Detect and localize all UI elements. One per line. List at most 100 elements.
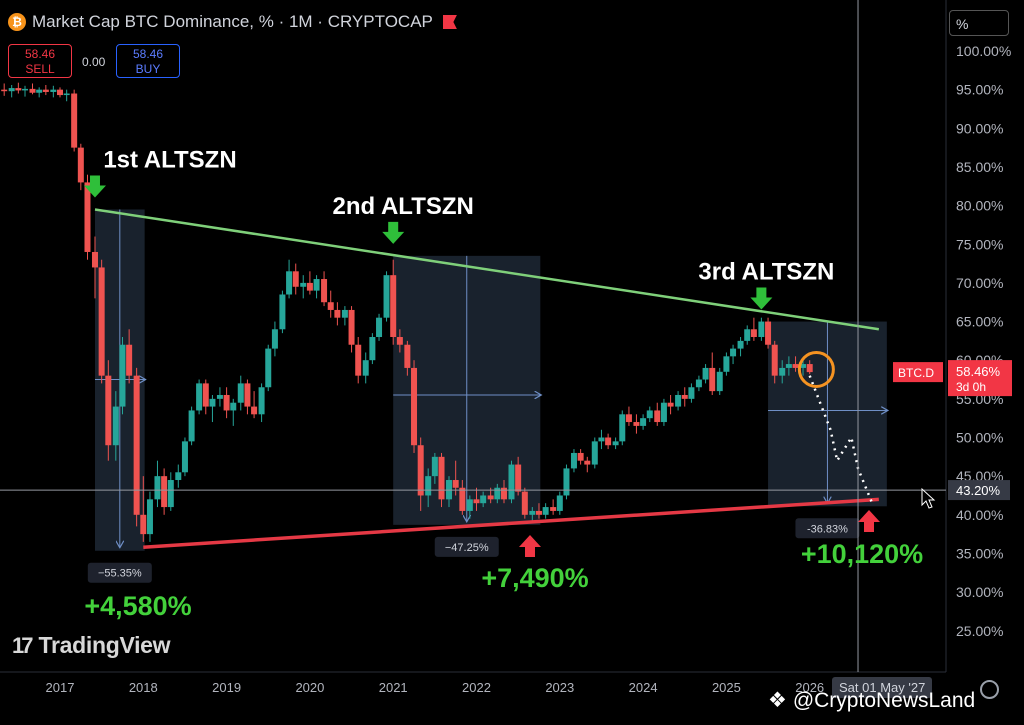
candle-body: [438, 456, 445, 500]
candle-body: [675, 394, 682, 407]
candle-body: [251, 406, 258, 415]
sell-label: SELL: [25, 62, 55, 76]
candle-body: [640, 418, 647, 426]
candle-body: [84, 182, 91, 252]
candle-body: [119, 344, 126, 407]
candle-body: [758, 321, 765, 338]
settings-icon[interactable]: [980, 680, 999, 699]
candle-body: [785, 364, 792, 368]
price-tag-countdown: 3d 0h: [956, 380, 986, 394]
season-label-2: 2nd ALTSZN: [333, 193, 474, 220]
candle-body: [800, 364, 807, 368]
zone-pct-label-bg-3: [795, 518, 860, 539]
candle-body: [271, 329, 278, 349]
candle-body: [556, 495, 563, 511]
y-tick-label: 95.00%: [956, 82, 1003, 98]
candle-body: [508, 464, 515, 500]
candle-body: [633, 422, 640, 426]
candle-body: [619, 414, 626, 442]
candle-body: [36, 89, 43, 93]
candle-body: [202, 383, 209, 407]
candle-body: [688, 387, 695, 399]
candle-body: [702, 367, 709, 380]
candle-body: [265, 348, 272, 388]
candle-body: [779, 367, 786, 376]
candle-body: [750, 329, 757, 338]
sell-button[interactable]: 58.46 SELL: [8, 44, 72, 78]
candle-body: [411, 367, 418, 446]
candle-body: [570, 452, 577, 469]
zone-pct-label-bg-1: [87, 562, 152, 583]
gain-label-1: +4,580%: [84, 591, 191, 621]
price-tag-bg: [948, 360, 1012, 397]
lower-trendline[interactable]: [143, 497, 879, 550]
price-tag-value: 58.46%: [956, 364, 1001, 379]
flag-icon[interactable]: [442, 15, 457, 29]
binance-icon: ❖: [768, 689, 787, 712]
x-tick-label: 2026: [795, 680, 824, 695]
gain-label-2: +7,490%: [481, 563, 588, 593]
candle-body: [459, 487, 466, 511]
candle-body: [431, 456, 438, 477]
candle-body: [737, 340, 744, 349]
x-tick-label: 2024: [629, 680, 658, 695]
upper-trendline[interactable]: [94, 208, 880, 331]
candle-body: [348, 309, 355, 345]
watermark-text: @CryptoNewsLand: [792, 688, 976, 712]
candle-body: [550, 507, 557, 511]
candle-body: [140, 514, 147, 535]
candle-body: [425, 476, 432, 496]
candle-body: [327, 302, 334, 310]
season-arrow-icon-3: [750, 287, 773, 310]
candle-body: [196, 383, 203, 411]
y-tick-label: 70.00%: [956, 275, 1003, 291]
candle-body: [306, 282, 313, 291]
candle-body: [8, 88, 15, 92]
candle-body: [112, 406, 119, 446]
zone-pct-label-1: −55.35%: [98, 568, 142, 580]
candle-body: [529, 510, 536, 515]
y-tick-label: 100.00%: [956, 43, 1011, 59]
candle-body: [63, 93, 70, 96]
y-tick-label: 35.00%: [956, 545, 1003, 561]
candle-body: [404, 344, 411, 368]
x-tick-label: 2023: [545, 680, 574, 695]
gain-label-3: +10,120%: [801, 539, 923, 569]
buy-button[interactable]: 58.46 BUY: [116, 44, 180, 78]
zone-pct-label-2: −47.25%: [445, 542, 489, 554]
candle-body: [723, 356, 730, 372]
buy-label: BUY: [135, 62, 161, 76]
watermark: ❖ @CryptoNewsLand: [768, 688, 975, 713]
symbol-title[interactable]: Market Cap BTC Dominance, % · 1M · CRYPT…: [32, 12, 433, 31]
y-tick-label: 80.00%: [956, 198, 1003, 214]
candle-body: [321, 279, 328, 303]
y-tick-label: 65.00%: [956, 314, 1003, 330]
buy-price: 58.46: [132, 47, 164, 61]
candle-body: [417, 445, 424, 496]
scale-mode-button[interactable]: %: [949, 10, 1009, 36]
candle-body: [792, 364, 799, 368]
candle-body: [542, 507, 549, 515]
red-up-arrow-icon-2: [519, 535, 541, 557]
candle-body: [175, 472, 182, 481]
tradingview-logo: 17 TradingView: [12, 632, 171, 659]
candle-body: [515, 464, 522, 492]
zone-pct-label-bg-2: [434, 536, 499, 557]
candle-body: [188, 410, 195, 442]
candle-body: [105, 375, 112, 446]
candle-body: [244, 383, 251, 407]
candle-body: [487, 495, 494, 500]
red-up-arrow-icon-3: [858, 510, 880, 532]
candle-body: [654, 410, 661, 423]
symbol-tag: BTC.D: [898, 366, 934, 380]
chart-header: ₿ Market Cap BTC Dominance, % · 1M · CRY…: [8, 11, 457, 33]
symbol-tag-bg: [893, 362, 943, 383]
candle-body: [133, 375, 140, 515]
candle-body: [625, 414, 632, 423]
candle-body: [369, 337, 376, 361]
candle-body: [730, 348, 737, 357]
tradingview-mark-icon: 17: [12, 632, 34, 658]
crosshair-price-label-bg: [948, 480, 1010, 501]
